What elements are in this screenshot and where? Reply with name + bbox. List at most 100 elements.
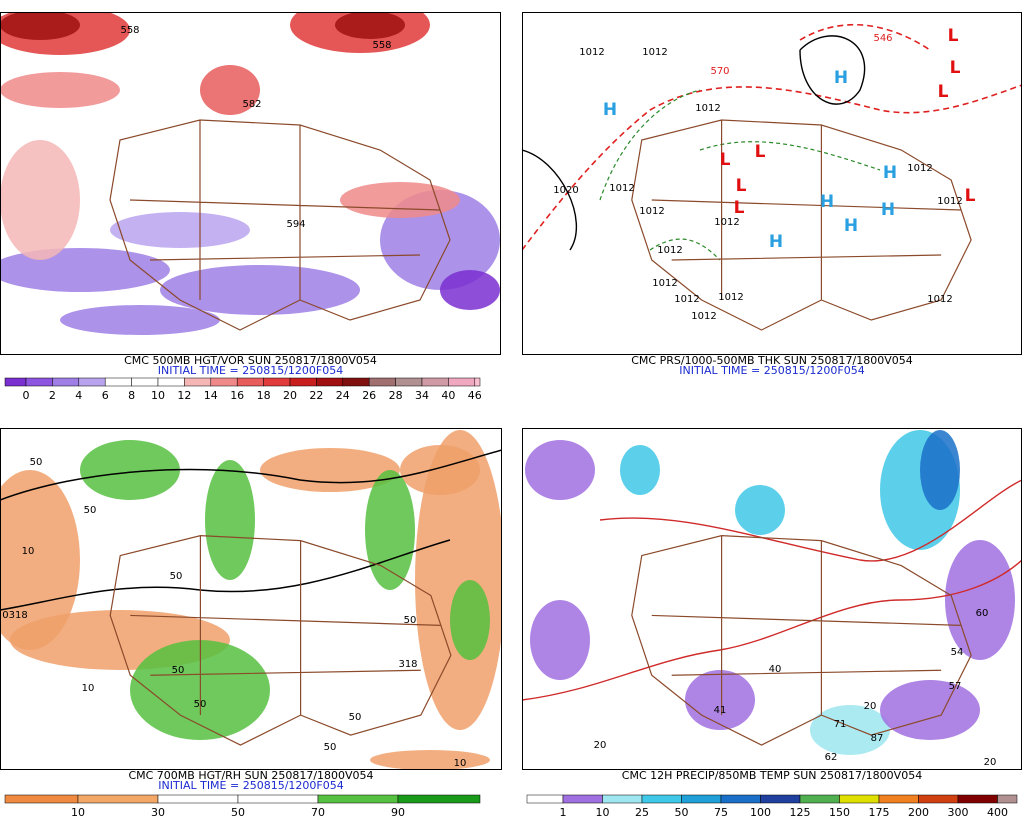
shade	[415, 430, 502, 730]
colorbar-label: 70	[311, 806, 325, 819]
initial-time: INITIAL TIME = 250815/1200F054	[679, 364, 864, 377]
shade	[110, 212, 250, 248]
colorbar-label: 0	[23, 389, 30, 402]
contour-label: 558	[120, 25, 139, 36]
contour-label: 60	[976, 608, 989, 619]
colorbar-segment	[77, 794, 159, 804]
contour-label: 50	[30, 457, 43, 468]
shade	[365, 470, 415, 590]
colorbar-label: 50	[231, 806, 245, 819]
pressure-center: L	[755, 142, 766, 162]
pressure-center: L	[720, 150, 731, 170]
colorbar-segment	[918, 794, 959, 804]
map	[522, 428, 1022, 770]
pressure-center: L	[948, 26, 959, 46]
contour-label: 57	[949, 681, 962, 692]
colorbar-segment	[317, 794, 399, 804]
colorbar-label: 125	[790, 806, 811, 819]
contour	[522, 559, 1022, 701]
colorbar-segment	[131, 377, 159, 387]
shade	[620, 445, 660, 495]
colorbar-segment	[25, 377, 53, 387]
contour-label: 582	[242, 99, 261, 110]
contour-label: 50	[194, 699, 207, 710]
contour-label: 1012	[691, 311, 716, 322]
contour-label: 570	[710, 66, 729, 77]
state-borders	[109, 535, 452, 746]
colorbar-segment	[237, 794, 319, 804]
colorbar-label: 75	[714, 806, 728, 819]
map	[522, 12, 1022, 355]
map-frame	[0, 428, 502, 770]
colorbar-label: 175	[869, 806, 890, 819]
colorbar-segment	[641, 794, 682, 804]
contour-label: 1012	[714, 217, 739, 228]
colorbar-segment	[720, 794, 761, 804]
panel: CMC 12H PRECIP/850MB TEMP SUN 250817/180…	[522, 428, 1022, 782]
contour-label: 10	[454, 758, 467, 769]
map	[0, 12, 501, 355]
contour-label: 1012	[937, 196, 962, 207]
shade	[80, 440, 180, 500]
contour-label: 50	[172, 665, 185, 676]
contour-label: 1012	[927, 294, 952, 305]
colorbar-segment	[210, 377, 238, 387]
caption: CMC 500MB HGT/VOR SUN 250817/1800V054	[124, 354, 377, 367]
shade	[200, 65, 260, 115]
shade	[0, 140, 80, 260]
pressure-center: L	[938, 82, 949, 102]
shade	[530, 600, 590, 680]
colorbar-segment	[421, 377, 449, 387]
colorbar-label: 24	[336, 389, 350, 402]
contour-label: 50	[404, 615, 417, 626]
map-bg	[522, 12, 1022, 355]
colorbar-segment	[104, 377, 132, 387]
contour-label: 10	[82, 683, 95, 694]
panel: CMC 500MB HGT/VOR SUN 250817/1800V054INI…	[0, 12, 501, 377]
contour-label: 50	[349, 712, 362, 723]
colorbar-segment	[448, 377, 476, 387]
state-borders	[109, 119, 451, 331]
colorbar-label: 34	[415, 389, 429, 402]
map-frame	[522, 428, 1022, 770]
colorbar-label: 10	[71, 806, 85, 819]
shade	[880, 680, 980, 740]
colorbar-label: 18	[257, 389, 271, 402]
shade	[945, 540, 1015, 660]
contour-label: 10	[22, 546, 35, 557]
colorbar-segment	[342, 377, 370, 387]
colorbar-segment	[397, 794, 481, 804]
shade	[450, 580, 490, 660]
colorbar-label: 26	[362, 389, 376, 402]
shade	[685, 670, 755, 730]
panel: CMC 700MB HGT/RH SUN 250817/1800V054INIT…	[0, 428, 502, 792]
colorbar-label: 40	[441, 389, 455, 402]
colorbar-segment	[289, 377, 317, 387]
colorbar-label: 100	[750, 806, 771, 819]
contour-label: 20	[864, 701, 877, 712]
contour-label: 50	[324, 742, 337, 753]
contour-label: 558	[372, 40, 391, 51]
contour	[0, 449, 502, 501]
contour-label: 1012	[609, 183, 634, 194]
colorbar-label: 25	[635, 806, 649, 819]
caption: CMC PRS/1000-500MB THK SUN 250817/1800V0…	[631, 354, 912, 367]
shade	[205, 460, 255, 580]
contour-label: 50	[170, 571, 183, 582]
colorbar-segment	[236, 377, 264, 387]
shade	[920, 430, 960, 510]
colorbar-segment	[157, 377, 185, 387]
colorbar-label: 2	[49, 389, 56, 402]
contour-label: 1012	[674, 294, 699, 305]
pressure-center: H	[820, 192, 834, 212]
initial-time: INITIAL TIME = 250815/1200F054	[158, 779, 343, 792]
colorbar-label: 10	[596, 806, 610, 819]
shade	[160, 265, 360, 315]
state-borders	[631, 535, 972, 746]
shade	[400, 445, 480, 495]
contour-label: 87	[871, 733, 884, 744]
contour	[522, 84, 1022, 251]
contour-label: 1012	[718, 292, 743, 303]
contour-label: 20	[984, 757, 997, 768]
